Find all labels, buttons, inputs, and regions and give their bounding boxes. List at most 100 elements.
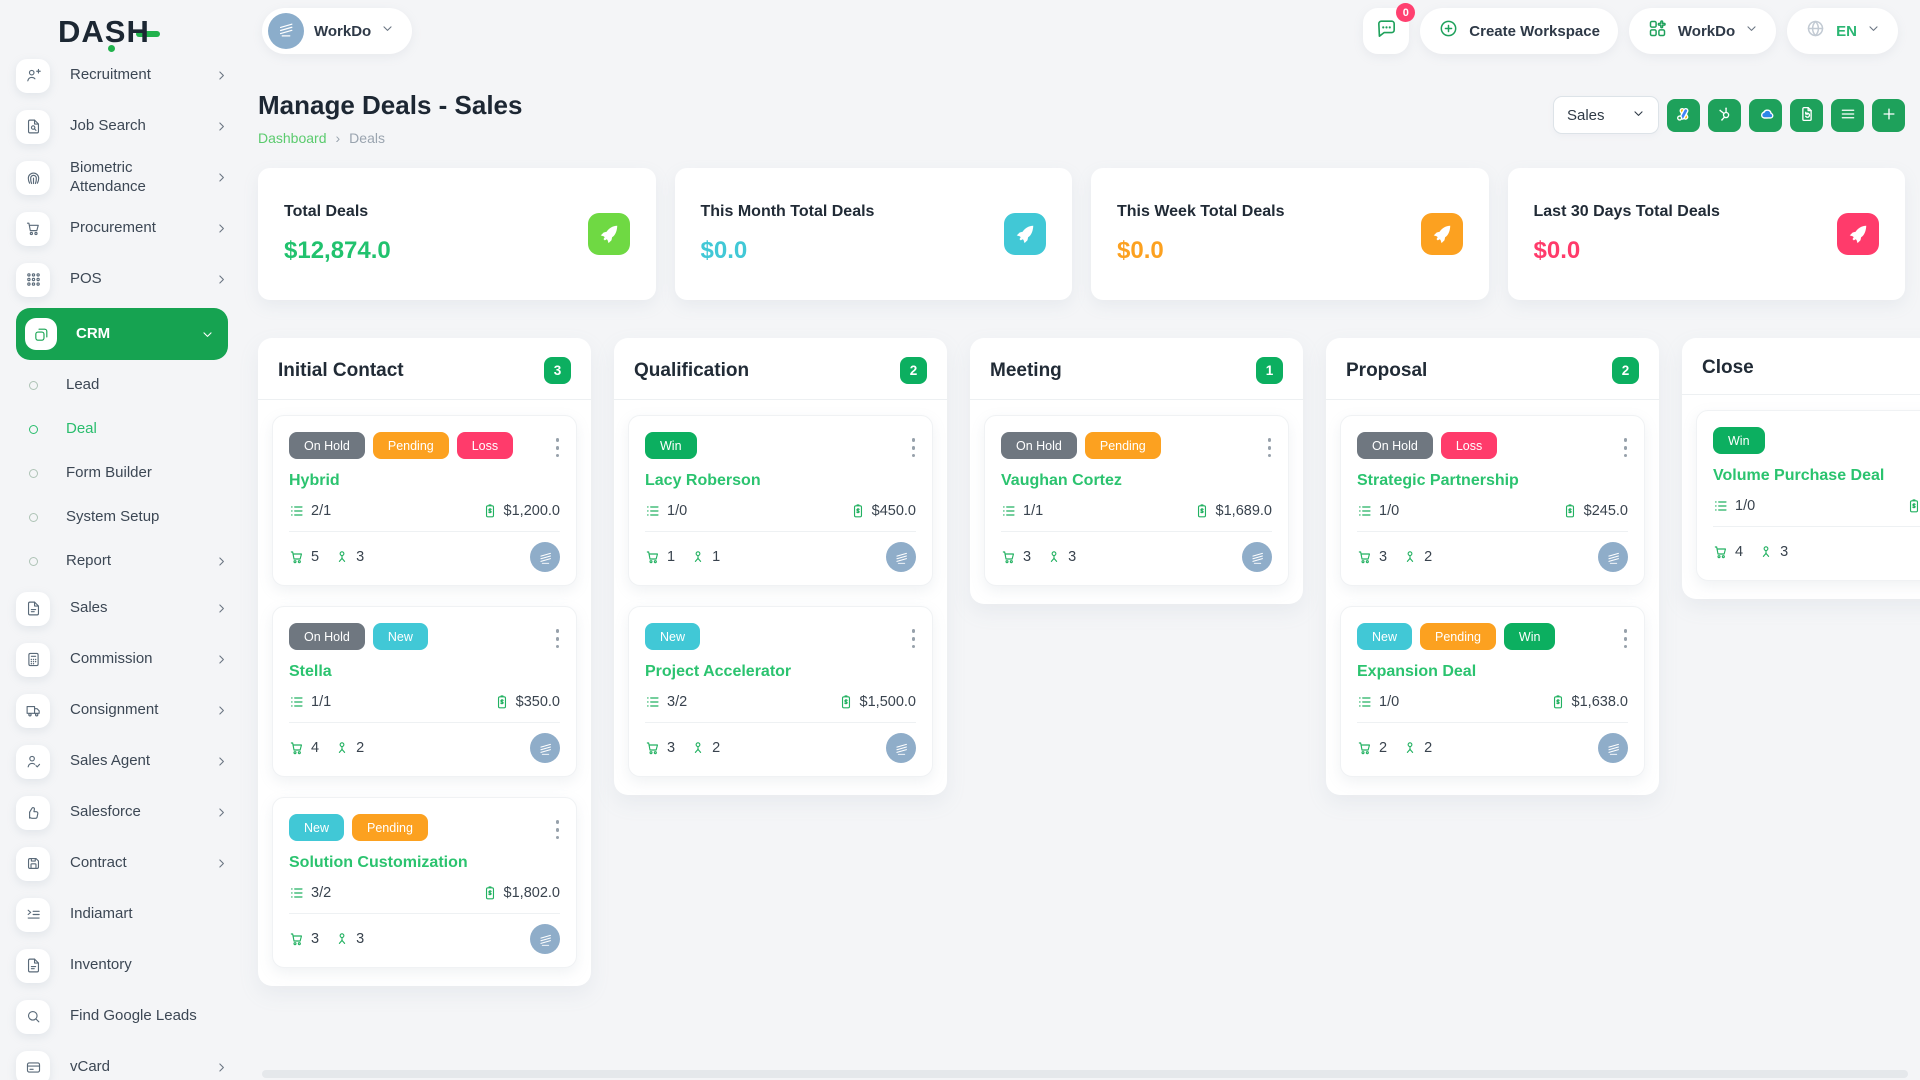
deal-card[interactable]: On Hold Loss Strategic Partnership 1/0 $245.…: [1340, 415, 1645, 586]
products-icon: [645, 740, 661, 756]
card-menu-button[interactable]: [1622, 625, 1630, 653]
column-title: Close: [1702, 357, 1754, 378]
horizontal-scrollbar[interactable]: [262, 1070, 1908, 1078]
sidebar-item-lead[interactable]: Lead: [16, 363, 228, 407]
list-view-button[interactable]: [1831, 98, 1864, 132]
deal-card[interactable]: On Hold Pending Vaughan Cortez 1/1 $1,689.0 3…: [984, 415, 1289, 586]
products-icon: [1713, 544, 1729, 560]
add-deal-button[interactable]: [1872, 98, 1905, 132]
circle-bullet-icon: [29, 468, 38, 478]
breadcrumb-dashboard-link[interactable]: Dashboard: [258, 130, 327, 146]
grid-dots-icon: [16, 262, 50, 297]
deal-name-link[interactable]: Expansion Deal: [1357, 663, 1477, 680]
sidebar-item-consignment[interactable]: Consignment: [16, 685, 228, 736]
tasks-icon: [289, 503, 305, 519]
sidebar-item-crm[interactable]: CRM: [16, 308, 228, 360]
app-menu-button[interactable]: WorkDo: [1628, 8, 1777, 54]
sidebar-item-commission[interactable]: Commission: [16, 634, 228, 685]
sidebar-item-pos[interactable]: POS: [16, 254, 228, 305]
sidebar-item-job-search[interactable]: Job Search: [16, 101, 228, 152]
deal-card[interactable]: New Project Accelerator 3/2 $1,500.0 3 2: [628, 606, 933, 777]
deal-name-link[interactable]: Volume Purchase Deal: [1713, 467, 1885, 484]
card-menu-button[interactable]: [1266, 434, 1274, 462]
search-icon: [16, 999, 50, 1034]
products-count: 3: [667, 740, 676, 756]
status-badge: Win: [645, 432, 697, 459]
owner-avatar: [1242, 542, 1272, 572]
chevron-right-icon: [215, 602, 228, 615]
sidebar-item-indiamart[interactable]: Indiamart: [16, 889, 228, 940]
sidebar-item-procurement[interactable]: Procurement: [16, 203, 228, 254]
card-menu-button[interactable]: [554, 816, 562, 844]
products-icon: [1001, 549, 1017, 565]
sidebar-item-inventory[interactable]: Inventory: [16, 940, 228, 991]
card-menu-button[interactable]: [554, 625, 562, 653]
onedrive-button[interactable]: [1749, 98, 1782, 132]
chevron-right-icon: [215, 120, 228, 133]
deal-name-link[interactable]: Project Accelerator: [645, 663, 792, 680]
money-icon: [1562, 503, 1578, 519]
kanban-column-meeting: Meeting 1 On Hold Pending Vaughan Cortez 1/1 $…: [970, 338, 1303, 604]
create-workspace-button[interactable]: Create Workspace: [1420, 8, 1618, 54]
status-badge: Pending: [1084, 432, 1161, 459]
deal-name-link[interactable]: Stella: [289, 663, 332, 680]
pipeline-select[interactable]: Sales: [1553, 96, 1659, 134]
language-selector[interactable]: EN: [1787, 8, 1898, 54]
deal-name-link[interactable]: Strategic Partnership: [1357, 472, 1519, 489]
stat-label: This Month Total Deals: [700, 203, 875, 220]
sidebar-item-report[interactable]: Report: [16, 539, 228, 583]
sidebar-item-system-setup[interactable]: System Setup: [16, 495, 228, 539]
hubspot-button[interactable]: [1708, 98, 1741, 132]
deal-card[interactable]: New Pending Win Expansion Deal 1/0 $1,638.0 2 2: [1340, 606, 1645, 777]
notification-count-badge: 0: [1396, 3, 1416, 22]
circle-bullet-icon: [29, 512, 38, 522]
sidebar-item-sales[interactable]: Sales: [16, 583, 228, 634]
chevron-right-icon: [215, 806, 228, 819]
workspace-switcher[interactable]: WorkDo: [262, 8, 413, 54]
deal-card[interactable]: Win Lacy Roberson 1/0 $450.0 1 1: [628, 415, 933, 586]
stat-value: $0.0: [700, 237, 748, 264]
sidebar-item-deal[interactable]: Deal: [16, 407, 228, 451]
stat-card-total-deals: Total Deals $12,874.0: [258, 168, 656, 300]
card-menu-button[interactable]: [910, 434, 918, 462]
owner-avatar: [886, 733, 916, 763]
stat-card-last-30-days-total-deals: Last 30 Days Total Deals $0.0: [1507, 168, 1905, 300]
contacts-icon: [690, 740, 706, 756]
sidebar-item-biometric-attendance[interactable]: Biometric Attendance: [16, 152, 228, 203]
list-view-icon: [1839, 105, 1857, 126]
sidebar-item-find-google-leads[interactable]: Find Google Leads: [16, 991, 228, 1042]
status-badge: Win: [1713, 427, 1765, 454]
deal-name-link[interactable]: Lacy Roberson: [645, 472, 761, 489]
deal-card[interactable]: Win Volume Purchase Deal 1/0 4 3: [1696, 410, 1920, 581]
divider: [289, 722, 560, 723]
app-logo[interactable]: DASH: [58, 14, 160, 52]
card-menu-button[interactable]: [554, 434, 562, 462]
stat-card-this-month-total-deals: This Month Total Deals $0.0: [674, 168, 1072, 300]
messages-button[interactable]: 0: [1363, 3, 1416, 54]
owner-avatar: [530, 733, 560, 763]
sidebar-item-recruitment[interactable]: Recruitment: [16, 50, 228, 101]
deal-card[interactable]: On Hold New Stella 1/1 $350.0 4 2: [272, 606, 577, 777]
money-icon: [838, 694, 854, 710]
chevron-right-icon: [215, 1061, 228, 1074]
export-doc-button[interactable]: [1790, 98, 1823, 132]
card-menu-button[interactable]: [910, 625, 918, 653]
sidebar-item-contract[interactable]: Contract: [16, 838, 228, 889]
divider: [645, 531, 916, 532]
contacts-count: 3: [356, 931, 365, 947]
products-count: 4: [311, 740, 320, 756]
stat-label: This Week Total Deals: [1117, 203, 1285, 220]
sidebar-item-form-builder[interactable]: Form Builder: [16, 451, 228, 495]
deal-card[interactable]: New Pending Solution Customization 3/2 $1,80…: [272, 797, 577, 968]
sidebar-item-sales-agent[interactable]: Sales Agent: [16, 736, 228, 787]
sidebar-item-vcard[interactable]: vCard: [16, 1042, 228, 1080]
deal-name-link[interactable]: Vaughan Cortez: [1001, 472, 1122, 489]
deal-name-link[interactable]: Hybrid: [289, 472, 340, 489]
deal-name-link[interactable]: Solution Customization: [289, 854, 468, 871]
deal-card[interactable]: On Hold Pending Loss Hybrid 2/1 $1,200.0 5 3: [272, 415, 577, 586]
stat-label: Total Deals: [284, 203, 369, 220]
google-ads-button[interactable]: [1667, 98, 1700, 132]
tasks-icon: [289, 885, 305, 901]
sidebar-item-salesforce[interactable]: Salesforce: [16, 787, 228, 838]
card-menu-button[interactable]: [1622, 434, 1630, 462]
